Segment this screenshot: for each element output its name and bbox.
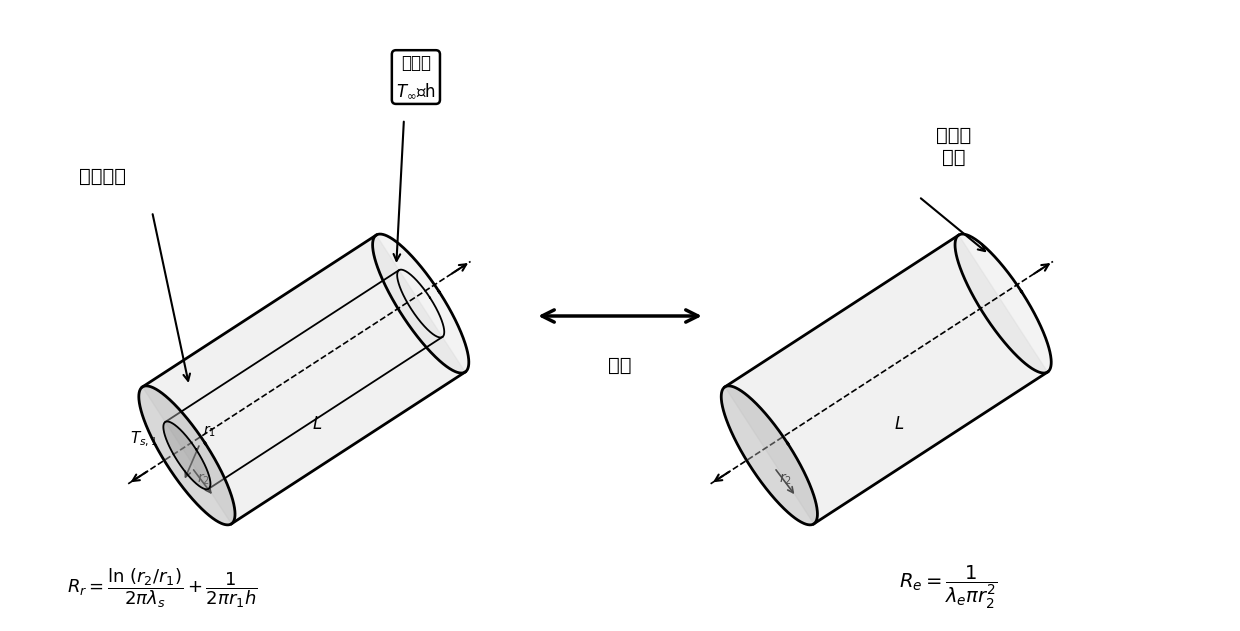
Polygon shape bbox=[372, 234, 469, 373]
Text: $L$: $L$ bbox=[312, 415, 322, 433]
Polygon shape bbox=[143, 235, 465, 524]
Text: $R_e = \dfrac{1}{\lambda_e \pi r_2^2}$: $R_e = \dfrac{1}{\lambda_e \pi r_2^2}$ bbox=[899, 564, 998, 611]
Text: 高导热
材料: 高导热 材料 bbox=[936, 126, 971, 167]
Text: $R_r = \dfrac{\ln\,(r_2/r_1)}{2\pi\lambda_s} + \dfrac{1}{2\pi r_1 h}$: $R_r = \dfrac{\ln\,(r_2/r_1)}{2\pi\lambd… bbox=[67, 566, 257, 610]
Polygon shape bbox=[955, 234, 1052, 373]
Text: $T_{s,1}$: $T_{s,1}$ bbox=[130, 430, 159, 449]
Text: 冷流体
$T_\infty$，h: 冷流体 $T_\infty$，h bbox=[396, 54, 435, 100]
Text: $L$: $L$ bbox=[894, 415, 905, 433]
Polygon shape bbox=[725, 235, 1048, 524]
Text: 流体圆管: 流体圆管 bbox=[79, 167, 125, 186]
Polygon shape bbox=[139, 386, 236, 525]
Text: $r_1$: $r_1$ bbox=[203, 424, 216, 439]
Text: 等效: 等效 bbox=[609, 357, 631, 375]
Text: $r_2$: $r_2$ bbox=[197, 472, 210, 487]
Polygon shape bbox=[722, 386, 817, 525]
Text: $r_2$: $r_2$ bbox=[779, 472, 792, 487]
Polygon shape bbox=[164, 422, 211, 489]
